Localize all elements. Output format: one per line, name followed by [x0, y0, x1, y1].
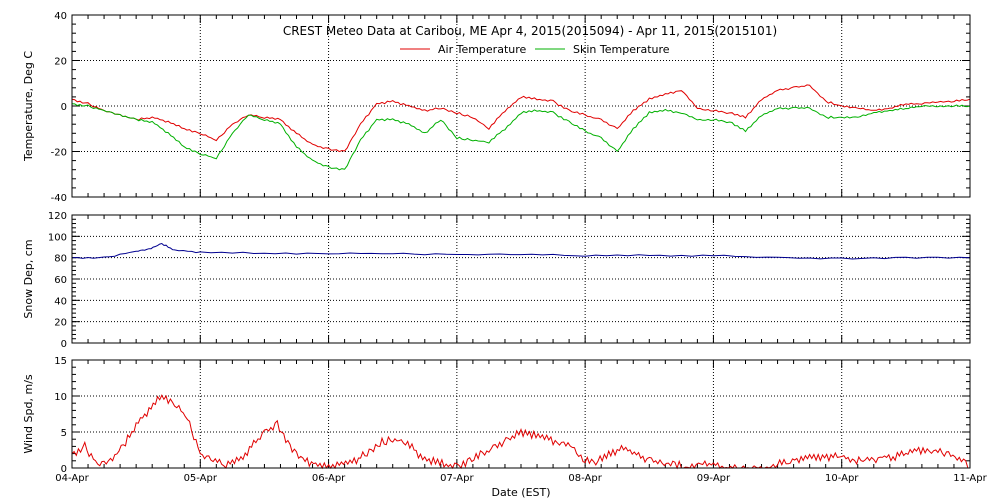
y-tick-label: 100 [48, 232, 67, 243]
x-tick-label: 07-Apr [440, 473, 474, 484]
y-tick-label: 20 [54, 57, 67, 68]
series-line-1-2 [71, 103, 971, 171]
plot-frame [71, 359, 971, 469]
plot-frame [71, 214, 971, 344]
y-tick-label: 40 [54, 296, 67, 307]
y-tick-label: 20 [54, 318, 67, 329]
x-tick-label: 09-Apr [697, 473, 731, 484]
legend-label: Skin Temperature [573, 43, 670, 56]
x-tick-label: 04-Apr [55, 473, 89, 484]
y-tick-label: -40 [51, 193, 67, 204]
y-tick-label: -20 [51, 148, 67, 159]
legend-label: Air Temperature [438, 43, 527, 56]
y-tick-label: 60 [54, 275, 67, 286]
x-tick-label: 10-Apr [825, 473, 859, 484]
y-axis-title: Temperature, Deg C [22, 51, 35, 162]
plot-frame [71, 14, 971, 198]
x-axis-title: Date (EST) [491, 486, 550, 499]
chart-title: CREST Meteo Data at Caribou, ME Apr 4, 2… [283, 24, 777, 38]
series-line-3-1 [71, 394, 970, 470]
y-axis-title: Snow Dep, cm [22, 239, 35, 318]
series-line-2-1 [71, 242, 971, 260]
y-axis-title: Wind Spd, m/s [22, 374, 35, 454]
x-tick-label: 11-Apr [953, 473, 987, 484]
y-tick-label: 120 [48, 211, 67, 222]
y-tick-label: 5 [61, 428, 67, 439]
x-tick-label: 05-Apr [184, 473, 218, 484]
y-tick-label: 0 [61, 464, 67, 475]
x-tick-label: 08-Apr [568, 473, 602, 484]
y-tick-label: 0 [61, 102, 67, 113]
y-tick-label: 15 [54, 356, 67, 367]
panel-1: -40 -20 0 20 40 Temperature, Deg C [22, 11, 971, 204]
y-tick-label: 80 [54, 254, 67, 265]
panel-3: 0 5 10 15 Wind Spd, m/s [22, 356, 971, 475]
x-tick-label: 06-Apr [312, 473, 346, 484]
series-line-1-1 [71, 84, 971, 153]
y-tick-label: 10 [54, 392, 67, 403]
y-tick-label: 0 [61, 339, 67, 350]
panel-2: 0 20 40 60 80 100 120 Snow Dep, cm [22, 211, 971, 350]
y-tick-label: 40 [54, 11, 67, 22]
